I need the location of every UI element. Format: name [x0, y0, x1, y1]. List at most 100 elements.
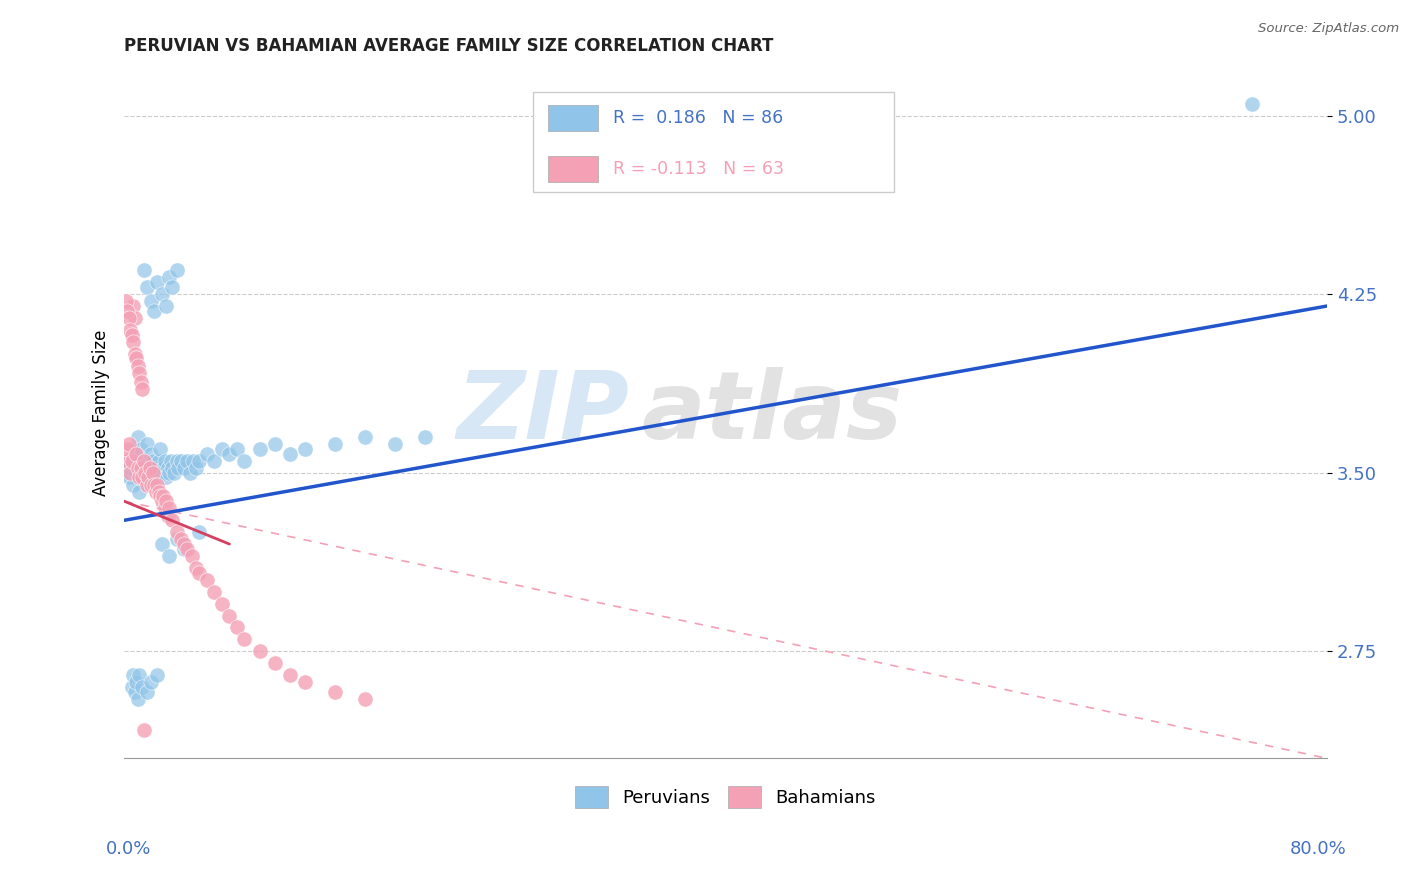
- Point: [141, 675, 163, 690]
- Point: [139, 461, 162, 475]
- Point: [135, 280, 157, 294]
- Point: [152, 490, 174, 504]
- Point: [146, 668, 169, 682]
- Point: [195, 573, 218, 587]
- Point: [127, 430, 149, 444]
- Point: [128, 454, 150, 468]
- Point: [162, 513, 184, 527]
- Point: [278, 447, 301, 461]
- Point: [233, 454, 256, 468]
- Text: R =  0.186   N = 86: R = 0.186 N = 86: [613, 109, 783, 127]
- Point: [128, 366, 150, 380]
- Point: [115, 442, 138, 456]
- Point: [129, 375, 152, 389]
- Point: [180, 549, 202, 563]
- Point: [156, 508, 179, 523]
- Point: [183, 454, 205, 468]
- Point: [157, 466, 180, 480]
- Point: [173, 537, 195, 551]
- Point: [141, 294, 163, 309]
- Point: [128, 668, 150, 682]
- Point: [218, 447, 240, 461]
- Point: [135, 477, 157, 491]
- Point: [149, 442, 172, 456]
- Point: [121, 327, 143, 342]
- Point: [124, 684, 146, 698]
- Point: [263, 656, 285, 670]
- Point: [166, 263, 188, 277]
- Point: [294, 442, 316, 456]
- Point: [141, 477, 163, 491]
- Text: 80.0%: 80.0%: [1291, 840, 1347, 858]
- Point: [173, 461, 195, 475]
- Point: [323, 684, 346, 698]
- Point: [249, 644, 271, 658]
- Point: [122, 477, 145, 491]
- Point: [155, 299, 177, 313]
- FancyBboxPatch shape: [533, 92, 894, 193]
- Point: [263, 437, 285, 451]
- Point: [125, 351, 148, 366]
- Point: [124, 447, 146, 461]
- Text: ZIP: ZIP: [457, 368, 630, 459]
- Point: [118, 470, 141, 484]
- Point: [148, 454, 170, 468]
- Point: [152, 461, 174, 475]
- Point: [125, 466, 148, 480]
- Text: 0.0%: 0.0%: [105, 840, 150, 858]
- Point: [124, 310, 146, 325]
- Point: [121, 680, 143, 694]
- Point: [125, 447, 148, 461]
- Point: [1240, 96, 1263, 111]
- Point: [131, 680, 153, 694]
- Point: [166, 454, 188, 468]
- Point: [132, 454, 155, 468]
- Point: [146, 470, 169, 484]
- Point: [114, 454, 136, 468]
- Point: [157, 549, 180, 563]
- Point: [134, 466, 156, 480]
- Point: [150, 494, 173, 508]
- Point: [132, 263, 155, 277]
- Point: [186, 461, 208, 475]
- Point: [166, 525, 188, 540]
- Y-axis label: Average Family Size: Average Family Size: [93, 330, 110, 496]
- Point: [148, 484, 170, 499]
- Point: [115, 454, 138, 468]
- Text: atlas: atlas: [641, 368, 903, 459]
- Point: [211, 442, 233, 456]
- Point: [136, 454, 159, 468]
- Point: [120, 323, 142, 337]
- FancyBboxPatch shape: [547, 155, 598, 182]
- Text: Source: ZipAtlas.com: Source: ZipAtlas.com: [1258, 22, 1399, 36]
- Point: [204, 584, 226, 599]
- Point: [139, 466, 162, 480]
- Point: [145, 484, 167, 499]
- Point: [294, 675, 316, 690]
- Text: PERUVIAN VS BAHAMIAN AVERAGE FAMILY SIZE CORRELATION CHART: PERUVIAN VS BAHAMIAN AVERAGE FAMILY SIZE…: [124, 37, 773, 55]
- Point: [115, 303, 138, 318]
- Point: [131, 470, 153, 484]
- Point: [188, 525, 211, 540]
- Point: [143, 477, 166, 491]
- Text: R = -0.113   N = 63: R = -0.113 N = 63: [613, 160, 783, 178]
- Point: [353, 430, 375, 444]
- Point: [150, 466, 173, 480]
- Point: [153, 454, 176, 468]
- Point: [136, 470, 159, 484]
- Point: [128, 484, 150, 499]
- Point: [153, 501, 176, 516]
- Point: [162, 461, 184, 475]
- Point: [129, 442, 152, 456]
- Point: [323, 437, 346, 451]
- Point: [233, 632, 256, 647]
- Point: [188, 454, 211, 468]
- Point: [176, 541, 198, 556]
- Point: [143, 303, 166, 318]
- Point: [204, 454, 226, 468]
- Point: [186, 561, 208, 575]
- Point: [156, 461, 179, 475]
- Point: [127, 359, 149, 373]
- Point: [135, 470, 157, 484]
- Point: [218, 608, 240, 623]
